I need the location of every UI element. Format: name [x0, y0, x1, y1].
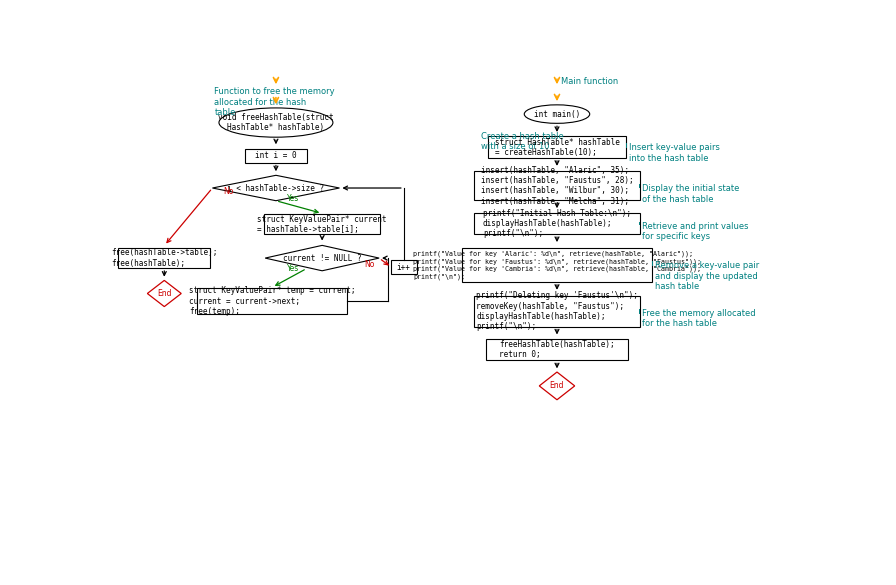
- FancyBboxPatch shape: [264, 214, 380, 234]
- FancyBboxPatch shape: [474, 296, 640, 326]
- FancyBboxPatch shape: [197, 288, 347, 314]
- Text: Function to free the memory
allocated for the hash
table: Function to free the memory allocated fo…: [214, 87, 335, 117]
- Text: Yes: Yes: [287, 264, 299, 273]
- Text: printf("Value for key 'Alaric': %d\n", retrieve(hashTable, "Alaric"));
printf("V: printf("Value for key 'Alaric': %d\n", r…: [413, 250, 701, 280]
- Text: int i = 0: int i = 0: [255, 151, 297, 160]
- Text: No: No: [365, 260, 375, 269]
- Text: Main function: Main function: [561, 77, 618, 86]
- Text: End: End: [157, 289, 171, 298]
- Text: void freeHashTable(struct
HashTable* hashTable): void freeHashTable(struct HashTable* has…: [218, 113, 333, 132]
- Text: free(hashTable->table);
free(hashTable);: free(hashTable->table); free(hashTable);: [111, 249, 218, 268]
- Text: No: No: [223, 187, 233, 197]
- Ellipse shape: [524, 105, 590, 123]
- Text: struct KeyValuePair* temp = current;
current = current->next;
free(temp);: struct KeyValuePair* temp = current; cur…: [189, 286, 356, 316]
- FancyBboxPatch shape: [488, 136, 625, 158]
- Text: End: End: [550, 381, 564, 390]
- Text: Free the memory allocated
for the hash table: Free the memory allocated for the hash t…: [642, 309, 755, 328]
- Text: int main(): int main(): [534, 109, 580, 119]
- FancyBboxPatch shape: [474, 213, 640, 234]
- Text: i++: i++: [397, 263, 410, 272]
- Text: printf("Deleting key 'Faustus'\n");
removeKey(hashTable, "Faustus");
displayHash: printf("Deleting key 'Faustus'\n"); remo…: [476, 291, 638, 331]
- Text: i < hashTable->size ?: i < hashTable->size ?: [228, 184, 324, 192]
- FancyBboxPatch shape: [391, 260, 417, 274]
- Text: Create a hash table
with a size of 10: Create a hash table with a size of 10: [481, 132, 564, 151]
- Polygon shape: [539, 372, 574, 400]
- Text: struct KeyValuePair* current
= hashTable->table[i];: struct KeyValuePair* current = hashTable…: [257, 215, 387, 234]
- Polygon shape: [147, 280, 181, 307]
- FancyBboxPatch shape: [486, 339, 628, 360]
- Text: Yes: Yes: [287, 194, 299, 202]
- Text: Retrieve and print values
for specific keys: Retrieve and print values for specific k…: [642, 222, 748, 241]
- FancyBboxPatch shape: [118, 248, 211, 268]
- Text: current != NULL ?: current != NULL ?: [283, 253, 361, 263]
- Text: insert(hashTable, "Alaric", 35);
insert(hashTable, "Faustus", 28);
insert(hashTa: insert(hashTable, "Alaric", 35); insert(…: [480, 166, 633, 206]
- Polygon shape: [265, 245, 379, 271]
- Polygon shape: [212, 176, 340, 201]
- Text: Insert key-value pairs
into the hash table: Insert key-value pairs into the hash tab…: [629, 143, 719, 163]
- Text: struct HashTable* hashTable
= createHashTable(10);: struct HashTable* hashTable = createHash…: [495, 137, 619, 157]
- Ellipse shape: [219, 108, 333, 137]
- FancyBboxPatch shape: [474, 171, 640, 200]
- Text: freeHashTable(hashTable);
return 0;: freeHashTable(hashTable); return 0;: [499, 340, 615, 359]
- Text: Display the initial state
of the hash table: Display the initial state of the hash ta…: [642, 184, 739, 204]
- FancyBboxPatch shape: [246, 149, 306, 163]
- FancyBboxPatch shape: [461, 248, 652, 282]
- Text: Remove a key-value pair
and display the updated
hash table: Remove a key-value pair and display the …: [655, 261, 759, 291]
- Text: printf("Initial Hash Table:\n");
displayHashTable(hashTable);
printf("\n");: printf("Initial Hash Table:\n"); display…: [483, 208, 631, 238]
